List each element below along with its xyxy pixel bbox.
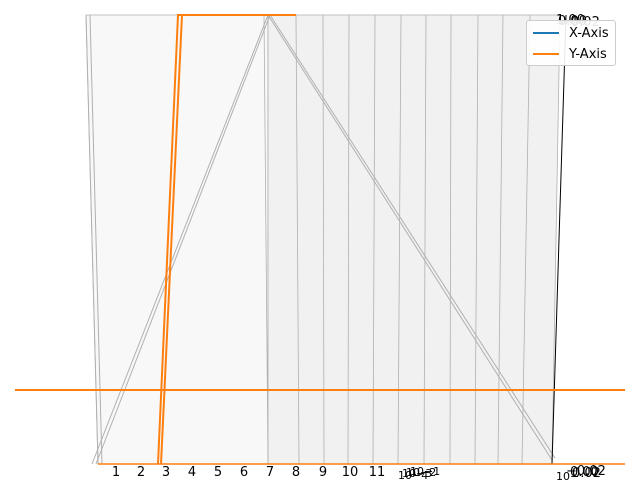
x-tick-label: 7 xyxy=(266,465,274,480)
legend: X-Axis Y-Axis xyxy=(526,20,616,66)
legend-swatch xyxy=(533,32,559,34)
legend-swatch xyxy=(533,53,559,55)
x-tick-labels: 1 2 3 4 5 6 7 8 9 10 11 xyxy=(112,465,385,480)
x-tick-label: 10 xyxy=(342,465,359,480)
depth-tick-label: 10−3 xyxy=(402,467,432,480)
depth-tick-labels: 10−4 10−3 10−2 10−1 10− xyxy=(398,465,579,480)
z-tick-label: 0.00 xyxy=(570,465,599,480)
z-tick-label: 0.02 xyxy=(572,466,601,480)
x-tick-label: 1 xyxy=(112,465,120,480)
legend-label: X-Axis xyxy=(569,25,609,41)
x-tick-label: 9 xyxy=(319,465,327,480)
series-line-y-axis-rise-a xyxy=(157,14,296,465)
depth-corner-tick-label: 10− xyxy=(556,470,579,480)
legend-item-y-axis: Y-Axis xyxy=(533,44,607,64)
diagonal-right-2 xyxy=(269,14,556,459)
series-line-y-axis-rise-b xyxy=(160,14,183,465)
x-tick-label: 5 xyxy=(214,465,222,480)
x-tick-label: 2 xyxy=(137,465,145,480)
depth-tick-label: 10−4 xyxy=(398,469,428,480)
x-tick-label: 8 xyxy=(292,465,300,480)
left-pane xyxy=(85,14,269,465)
depth-tick-label: 10−1 xyxy=(410,465,440,478)
diagonal-right xyxy=(267,14,553,461)
z-tick-label: −0.02 xyxy=(566,464,606,479)
x-tick-label: 11 xyxy=(369,465,386,480)
x-tick-label: 4 xyxy=(188,465,196,480)
legend-label: Y-Axis xyxy=(569,46,607,62)
x-tick-label: 6 xyxy=(240,465,248,480)
depth-tick-label: 10−2 xyxy=(406,466,436,479)
x-tick-label: 3 xyxy=(162,465,170,480)
series-lines xyxy=(15,14,625,465)
legend-item-x-axis: X-Axis xyxy=(533,23,609,43)
z-tick-labels-bottom: −0.02 0.00 0.02 xyxy=(566,464,606,480)
